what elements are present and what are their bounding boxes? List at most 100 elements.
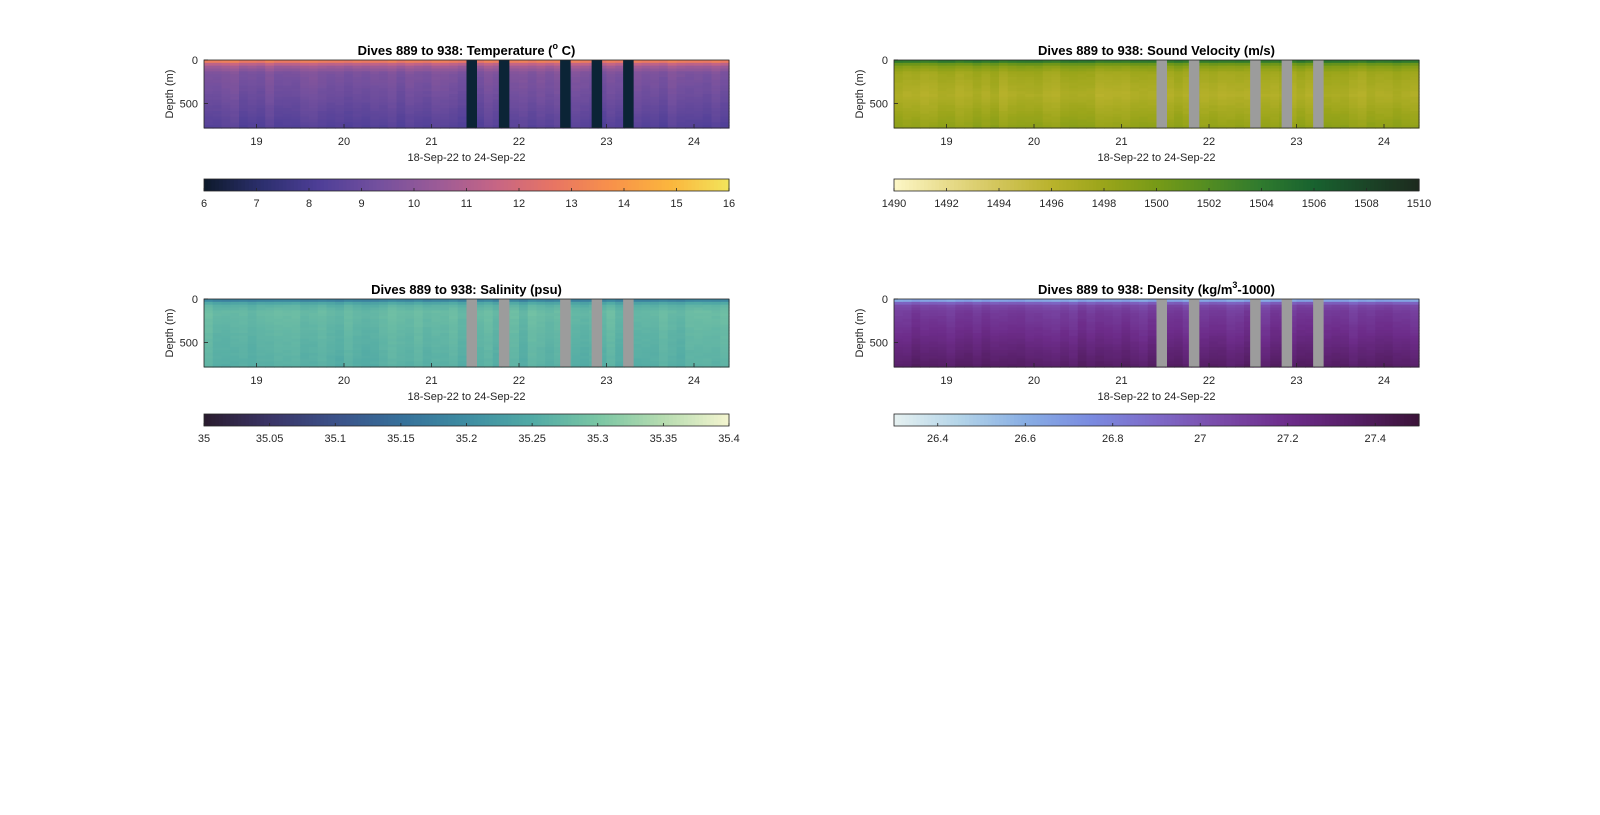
heatmap-cell — [911, 313, 921, 317]
heatmap-cell — [1226, 96, 1236, 101]
heatmap-cell — [964, 91, 974, 95]
heatmap-cell — [536, 310, 546, 314]
heatmap-cell — [212, 364, 223, 368]
heatmap-cell — [1007, 88, 1018, 92]
heatmap-cell — [1139, 91, 1149, 95]
heatmap-cell — [204, 299, 214, 303]
heatmap-cell — [352, 122, 363, 126]
heatmap-cell — [999, 88, 1009, 92]
colorbar-segment — [279, 414, 284, 426]
heatmap-cell — [1401, 65, 1411, 70]
heatmap-cell — [999, 122, 1009, 126]
heatmap-cell — [1375, 96, 1385, 101]
heatmap-cell — [510, 60, 520, 64]
heatmap-cell — [964, 79, 974, 84]
heatmap-cell — [265, 364, 275, 368]
heatmap-cell — [632, 62, 643, 67]
heatmap-cell — [256, 318, 266, 323]
heatmap-cell — [1270, 71, 1280, 75]
heatmap-cell — [920, 68, 930, 72]
heatmap-cell — [702, 304, 713, 309]
heatmap-cell — [1226, 116, 1236, 121]
heatmap-cell — [606, 316, 616, 320]
heatmap-cell — [527, 85, 538, 89]
colorbar-segment — [721, 179, 726, 191]
heatmap-cell — [440, 77, 450, 81]
heatmap-cell — [326, 125, 336, 129]
heatmap-cell — [554, 335, 564, 340]
heatmap-cell — [1305, 116, 1315, 121]
heatmap-cell — [492, 122, 503, 126]
heatmap-cell — [475, 79, 485, 84]
heatmap-cell — [379, 307, 389, 311]
heatmap-cell — [492, 324, 503, 328]
heatmap-cell — [475, 102, 485, 106]
heatmap-cell — [694, 105, 704, 109]
heatmap-cell — [204, 111, 214, 115]
heatmap-cell — [204, 113, 214, 118]
heatmap-cell — [309, 341, 319, 345]
colorbar-segment — [706, 414, 711, 426]
heatmap-cell — [641, 335, 651, 340]
heatmap-cell — [422, 361, 433, 365]
heatmap-cell — [300, 361, 310, 365]
colorbar-segment — [1284, 179, 1289, 191]
heatmap-cell — [1130, 62, 1140, 67]
heatmap-cell — [615, 313, 625, 317]
heatmap-cell — [659, 350, 669, 354]
heatmap-cell — [352, 71, 363, 75]
heatmap-cell — [405, 71, 415, 75]
heatmap-cell — [990, 116, 1000, 121]
heatmap-cell — [1042, 111, 1053, 115]
colorbar-segment — [1257, 179, 1263, 191]
colorbar-tick-label: 35 — [198, 433, 210, 445]
heatmap-cell — [492, 304, 503, 309]
colorbar-segment — [271, 179, 276, 191]
heatmap-cell — [702, 74, 713, 78]
heatmap-cell — [911, 344, 921, 348]
heatmap-cell — [1060, 77, 1070, 81]
heatmap-cell — [911, 119, 921, 123]
heatmap-cell — [902, 77, 913, 81]
heatmap-cell — [632, 125, 643, 129]
colorbar-segment — [312, 414, 318, 426]
heatmap-cell — [1165, 60, 1175, 64]
heatmap-cell — [894, 71, 904, 75]
heatmap-cell — [990, 60, 1000, 64]
heatmap-cell — [580, 341, 590, 345]
heatmap-cell — [282, 350, 293, 354]
heatmap-cell — [606, 74, 616, 78]
heatmap-cell — [519, 347, 529, 351]
heatmap-cell — [1305, 125, 1315, 129]
heatmap-cell — [256, 313, 266, 317]
heatmap-cell — [212, 347, 223, 351]
heatmap-cell — [431, 62, 441, 67]
heatmap-cell — [632, 113, 643, 118]
heatmap-cell — [545, 62, 555, 67]
heatmap-cell — [1410, 122, 1420, 126]
heatmap-cell — [1357, 62, 1368, 67]
heatmap-cell — [659, 99, 669, 104]
heatmap-cell — [457, 324, 468, 328]
heatmap-cell — [344, 304, 354, 309]
heatmap-cell — [449, 310, 459, 314]
heatmap-cell — [580, 321, 590, 326]
heatmap-cell — [396, 330, 406, 334]
heatmap-cell — [247, 313, 258, 317]
heatmap-cell — [659, 116, 669, 121]
heatmap-cell — [370, 77, 380, 81]
heatmap-cell — [379, 364, 389, 368]
heatmap-cell — [300, 60, 310, 64]
heatmap-cell — [247, 88, 258, 92]
colorbar-segment — [207, 179, 213, 191]
heatmap-cell — [632, 338, 643, 343]
heatmap-cell — [536, 102, 546, 106]
heatmap-cell — [1139, 108, 1149, 112]
heatmap-cell — [405, 88, 415, 92]
heatmap-cell — [676, 347, 686, 351]
heatmap-cell — [230, 307, 240, 311]
heatmap-cell — [440, 364, 450, 368]
heatmap-cell — [344, 119, 354, 123]
heatmap-cell — [1366, 65, 1376, 70]
heatmap-cell — [239, 62, 249, 67]
